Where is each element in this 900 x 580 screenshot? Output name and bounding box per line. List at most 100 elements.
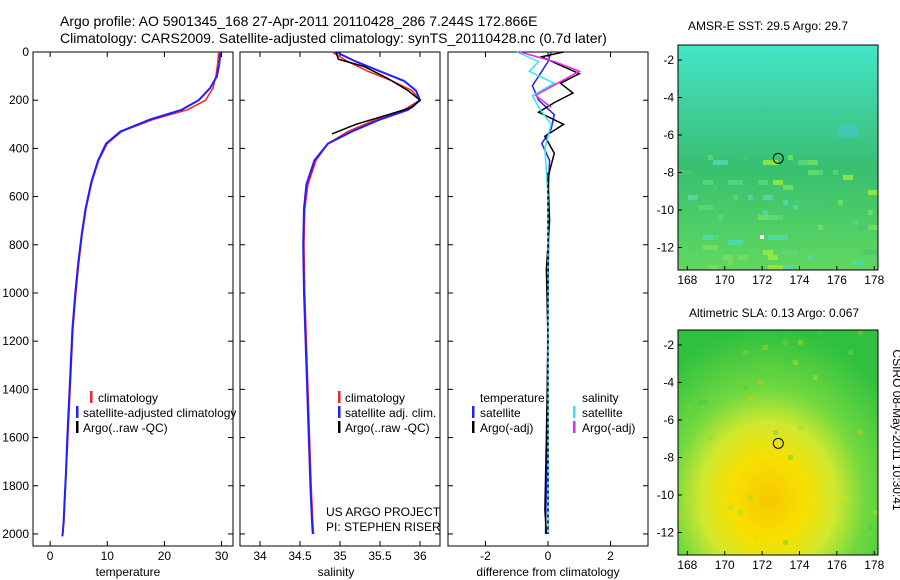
sst-texture-cell xyxy=(773,235,788,240)
sla-texture-cell xyxy=(783,445,788,450)
sla-texture-cell xyxy=(793,360,798,365)
x-tick-label: -2 xyxy=(480,549,491,563)
y-tick-label: 1400 xyxy=(2,382,29,396)
csiro-timestamp: CSIRO 08-May-2011 10:30:41 xyxy=(890,349,900,511)
sst-texture-cell xyxy=(678,170,693,175)
credit-pi: PI: STEPHEN RISER xyxy=(326,520,441,534)
legend-label-temp-satellite: satellite xyxy=(480,406,521,420)
credit-project: US ARGO PROJECT xyxy=(326,505,441,519)
y-tick-label: 600 xyxy=(9,190,29,204)
sla-texture-cell xyxy=(748,495,753,500)
sst-texture-cell xyxy=(808,255,813,260)
legend-swatch-sal-satellite xyxy=(338,406,341,418)
sla-texture-cell xyxy=(743,385,748,390)
sst-texture-cell xyxy=(783,185,793,190)
temperature-axis-label: temperature xyxy=(96,565,161,579)
map-x-tick-label: 178 xyxy=(864,558,884,572)
sla-texture-cell xyxy=(813,375,818,380)
sla-texture-cell xyxy=(873,510,878,515)
legend-swatch-sal-climatology xyxy=(338,391,341,403)
sst-texture-cell xyxy=(718,215,723,220)
sst-texture-cell xyxy=(703,180,713,185)
map-x-tick-label: 176 xyxy=(827,273,847,287)
legend-label-climatology: climatology xyxy=(98,391,158,405)
sla-texture-cell xyxy=(818,330,823,335)
y-tick-label: 1600 xyxy=(2,431,29,445)
sst-map-panel: AMSR-E SST: 29.5 Argo: 29.7 168 170 172 174… xyxy=(657,19,885,287)
legend-swatch-satellite-adjusted xyxy=(76,406,79,418)
sst-texture-cell xyxy=(763,210,768,215)
sla-texture-cell xyxy=(748,395,753,400)
sst-texture-cell xyxy=(843,175,853,180)
sst-texture-cell xyxy=(868,210,873,215)
x-tick-label: 0 xyxy=(545,549,552,563)
x-tick-label: 2 xyxy=(607,549,614,563)
sst-texture-cell xyxy=(838,125,858,137)
y-tick-label: 1800 xyxy=(2,479,29,493)
sst-texture-cell xyxy=(858,225,873,230)
sst-texture-cell xyxy=(763,250,773,255)
sst-texture-cell xyxy=(713,160,728,165)
map-y-tick-label: -2 xyxy=(663,53,674,67)
sst-texture-cell xyxy=(718,200,733,205)
sst-texture-cell xyxy=(738,255,748,260)
map-y-tick-label: -6 xyxy=(663,413,674,427)
series-line-satellite-adjusted-climatology xyxy=(61,51,222,537)
x-tick-label: 20 xyxy=(158,549,172,563)
sst-texture-cell xyxy=(733,195,738,200)
temperature-panel: 0 10 20 30 0 200 400 600 800 1000 1200 1400 1600 1800… xyxy=(2,45,236,579)
sst-texture-cell xyxy=(713,185,718,190)
sst-texture-cell xyxy=(823,210,828,215)
legend-swatch-sal-diff-argo xyxy=(573,421,576,433)
sla-texture-cell xyxy=(753,515,758,520)
sst-texture-cell xyxy=(783,250,798,255)
sst-texture-cell xyxy=(833,170,838,175)
sst-texture-cell xyxy=(728,260,733,265)
sst-texture-cell xyxy=(808,210,823,215)
sst-texture-cell xyxy=(808,170,823,175)
series-line-temperature-argo-adj- xyxy=(537,51,582,535)
sla-texture-cell xyxy=(858,330,863,335)
sla-texture-cell xyxy=(773,350,778,355)
legend-swatch-sal-argo xyxy=(338,421,341,433)
sst-texture-cell xyxy=(758,215,773,220)
series-line-satellite-adj-clim- xyxy=(302,51,422,535)
sla-profile-location-marker xyxy=(772,437,784,449)
sla-map-frame xyxy=(677,329,879,556)
sla-texture-cell xyxy=(748,345,753,350)
salinity-panel: 34 34.5 35 35.5 36 salinity climatology sate… xyxy=(239,51,441,579)
sst-texture-cell xyxy=(683,200,698,205)
map-x-tick-label: 172 xyxy=(752,273,772,287)
map-y-tick-label: -4 xyxy=(663,91,674,105)
map-y-tick-label: -8 xyxy=(663,166,674,180)
salinity-legend: climatology satellite adj. clim. Argo(..… xyxy=(338,391,436,435)
sla-texture-cell xyxy=(798,425,803,430)
sla-texture-cell xyxy=(698,400,703,405)
sla-texture-cell xyxy=(773,430,778,435)
map-x-tick-label: 174 xyxy=(789,558,809,572)
map-y-tick-label: -12 xyxy=(657,241,675,255)
sst-texture-cell xyxy=(793,200,798,205)
sst-texture-cell xyxy=(853,260,863,265)
sla-texture-cell xyxy=(758,380,763,385)
sst-texture-cell xyxy=(838,200,843,205)
sla-texture-cell xyxy=(763,345,768,350)
sla-texture-cell xyxy=(738,510,743,515)
legend-label-temp-argo: Argo(-adj) xyxy=(480,421,533,435)
legend-label-argo: Argo(..raw -QC) xyxy=(83,421,168,435)
sla-texture-cell xyxy=(723,445,728,450)
sla-texture-cell xyxy=(728,440,733,445)
legend-label-satellite-adjusted: satellite-adjusted climatology xyxy=(83,406,236,420)
temperature-legend: climatology satellite-adjusted climatolo… xyxy=(76,391,236,435)
map-x-tick-label: 170 xyxy=(715,558,735,572)
sst-texture-cell xyxy=(723,255,733,260)
sst-texture-cell xyxy=(743,155,748,160)
y-tick-label: 1200 xyxy=(2,334,29,348)
sst-map-frame xyxy=(677,44,879,271)
sla-texture-cell xyxy=(753,535,758,540)
legend-swatch-sal-diff-satellite xyxy=(573,406,576,418)
header-line-2: Climatology: CARS2009. Satellite-adjuste… xyxy=(60,30,607,46)
sst-texture-cell xyxy=(713,230,718,235)
sst-texture-cell xyxy=(748,195,753,200)
sla-texture-cell xyxy=(703,400,708,405)
